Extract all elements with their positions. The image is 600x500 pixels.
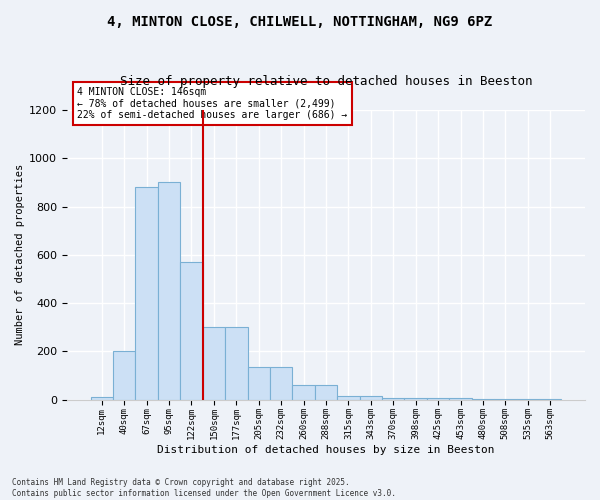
Bar — [270, 367, 292, 400]
Bar — [404, 398, 427, 400]
Text: Contains HM Land Registry data © Crown copyright and database right 2025.
Contai: Contains HM Land Registry data © Crown c… — [12, 478, 396, 498]
Bar — [91, 397, 113, 400]
Y-axis label: Number of detached properties: Number of detached properties — [15, 164, 25, 346]
Bar — [292, 385, 315, 400]
Bar — [180, 262, 203, 400]
Title: Size of property relative to detached houses in Beeston: Size of property relative to detached ho… — [120, 75, 532, 88]
Text: 4, MINTON CLOSE, CHILWELL, NOTTINGHAM, NG9 6PZ: 4, MINTON CLOSE, CHILWELL, NOTTINGHAM, N… — [107, 15, 493, 29]
Bar — [136, 187, 158, 400]
Bar — [225, 327, 248, 400]
Bar — [382, 398, 404, 400]
Bar — [337, 396, 359, 400]
Bar — [427, 398, 449, 400]
Bar — [203, 327, 225, 400]
Bar — [248, 367, 270, 400]
X-axis label: Distribution of detached houses by size in Beeston: Distribution of detached houses by size … — [157, 445, 495, 455]
Bar — [113, 352, 136, 400]
Bar — [158, 182, 180, 400]
Bar — [359, 396, 382, 400]
Text: 4 MINTON CLOSE: 146sqm
← 78% of detached houses are smaller (2,499)
22% of semi-: 4 MINTON CLOSE: 146sqm ← 78% of detached… — [77, 87, 347, 120]
Bar — [449, 398, 472, 400]
Bar — [315, 385, 337, 400]
